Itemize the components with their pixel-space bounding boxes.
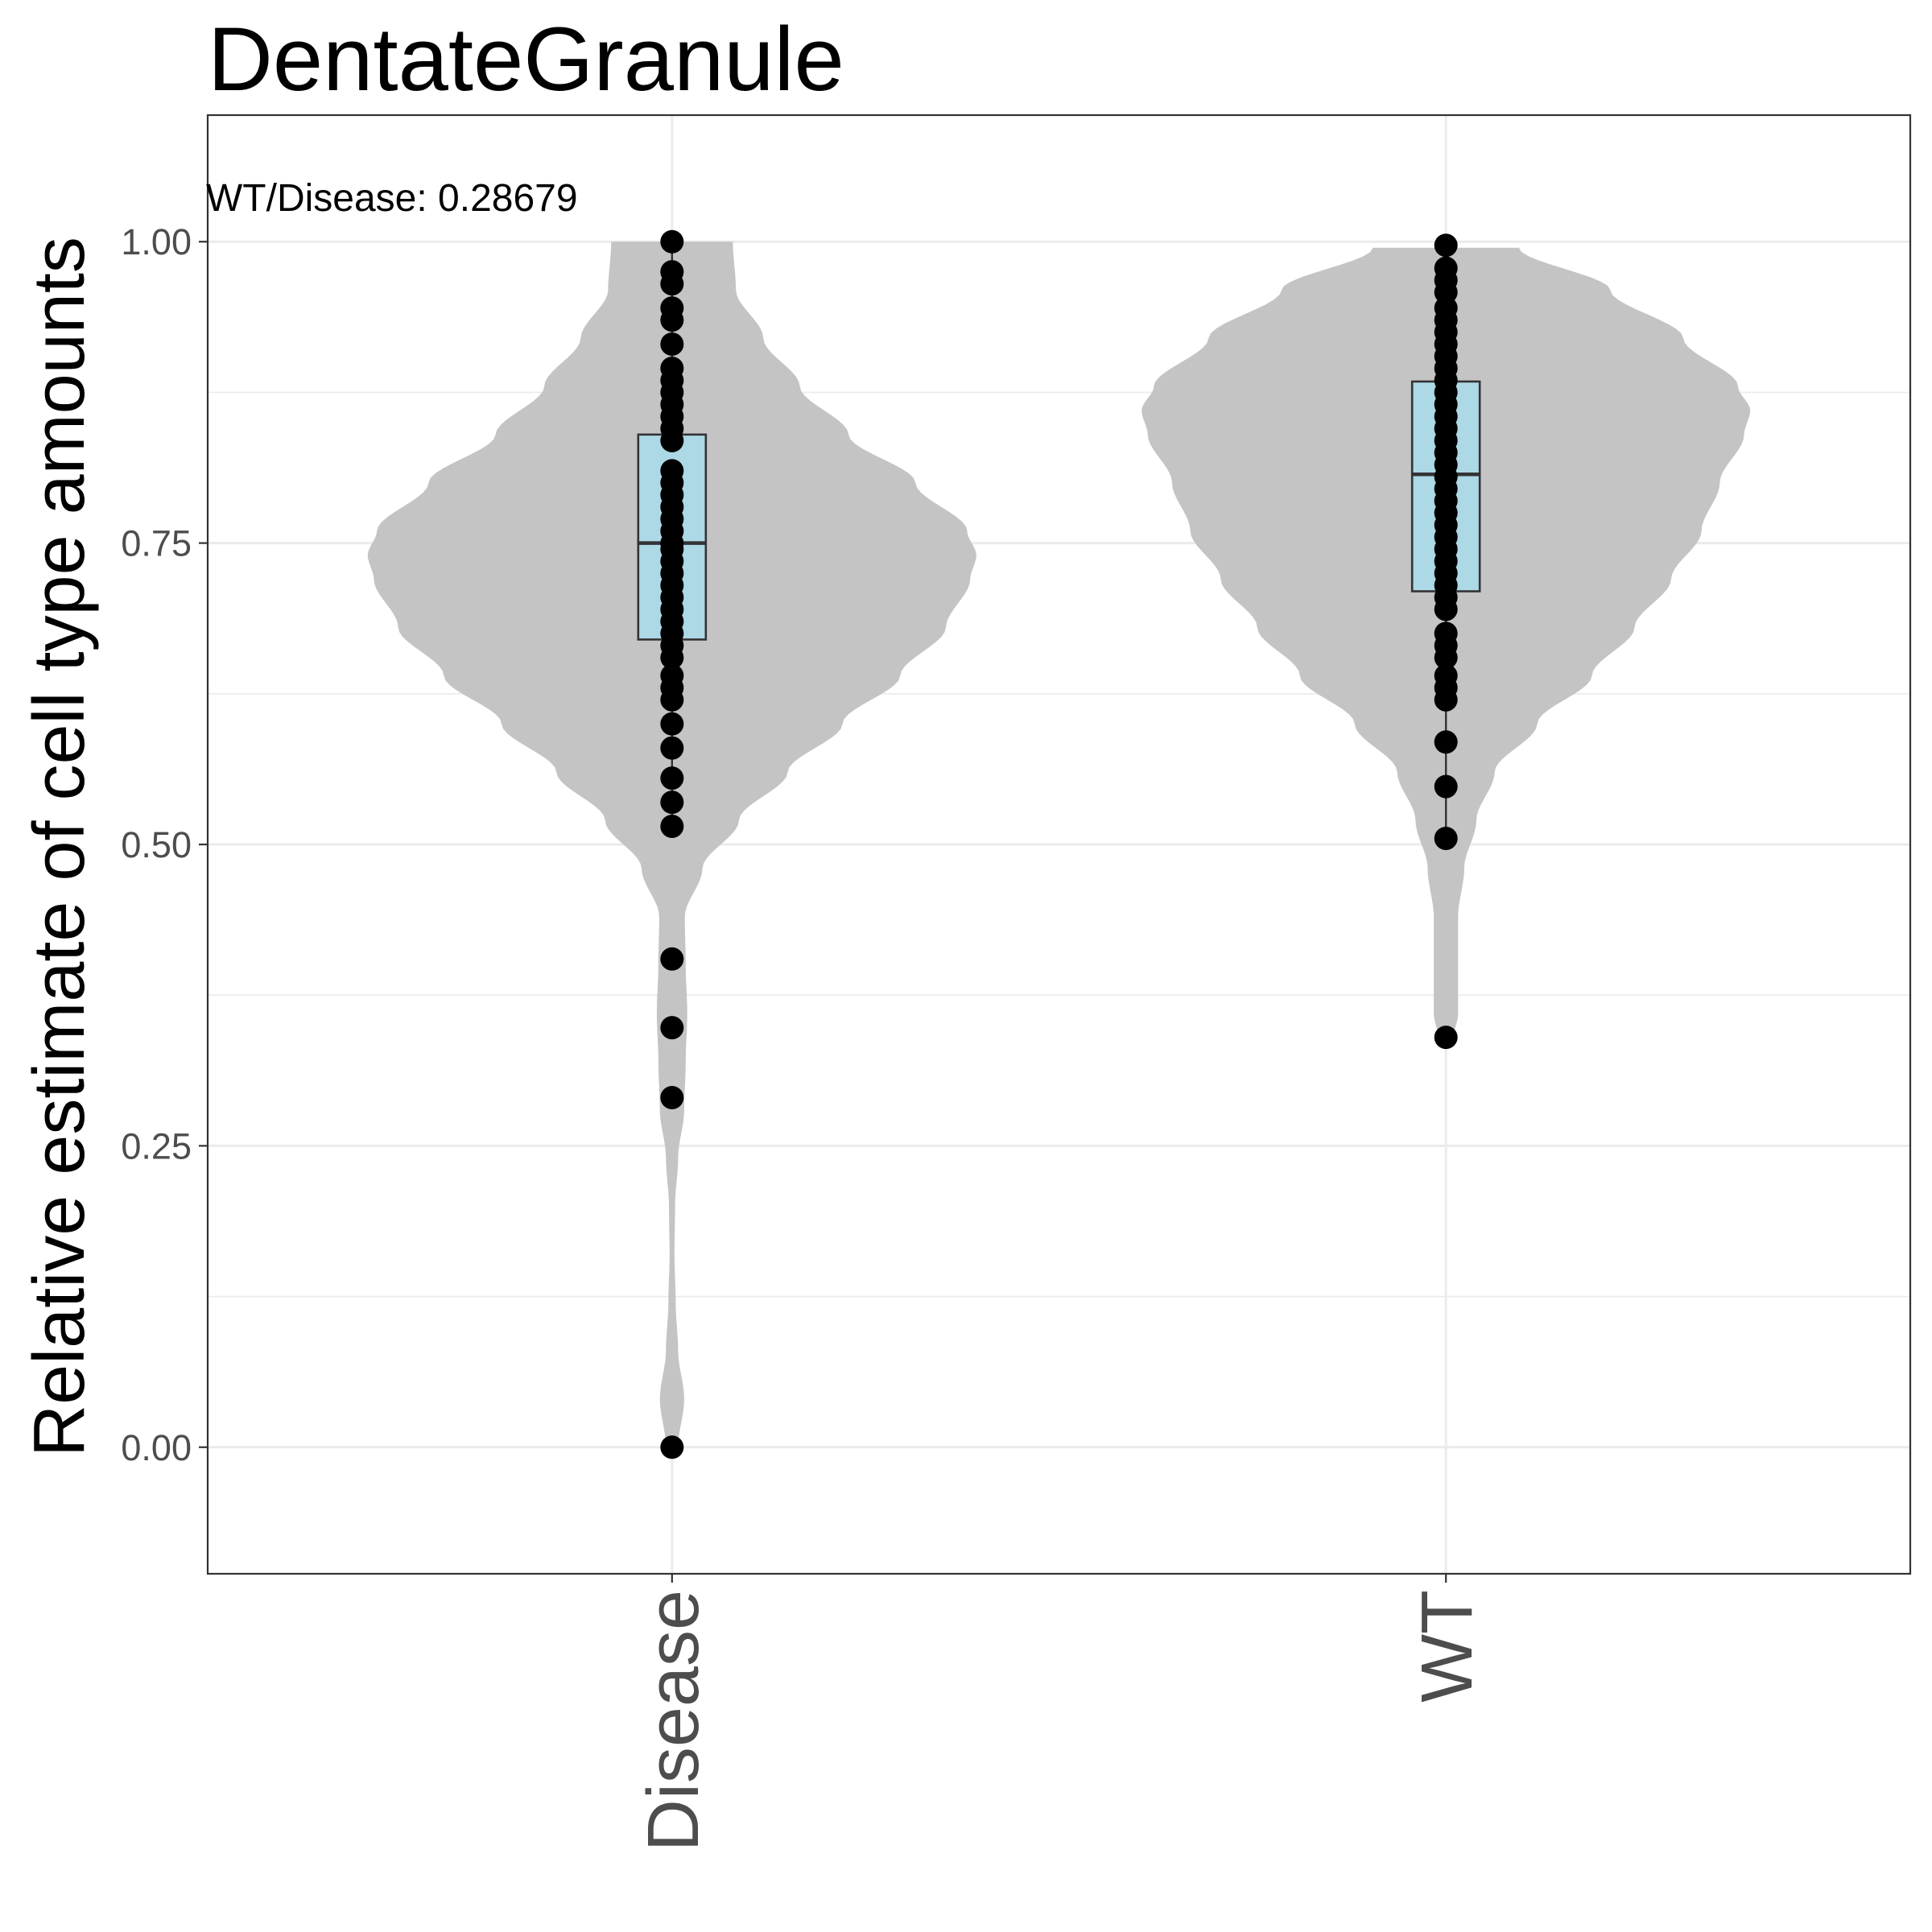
- x-tick-label: WT: [1407, 1590, 1488, 1703]
- data-point: [660, 428, 684, 452]
- data-point: [660, 1435, 684, 1459]
- data-point: [660, 1085, 684, 1109]
- data-point: [1434, 233, 1458, 258]
- y-tick-label: 0.25: [121, 1125, 192, 1166]
- data-point: [660, 791, 684, 815]
- point-layer: [660, 229, 1458, 1459]
- axis-layer: 0.00 0.25 0.50 0.75 1.00 Disease WT: [121, 221, 1488, 1852]
- data-point: [660, 766, 684, 791]
- data-point: [1434, 774, 1458, 799]
- data-point: [1434, 687, 1458, 712]
- y-tick-label: 1.00: [121, 221, 192, 262]
- data-point: [660, 712, 684, 736]
- data-point: [1434, 1026, 1458, 1050]
- data-point: [1434, 730, 1458, 754]
- data-point: [660, 646, 684, 670]
- data-point: [660, 332, 684, 357]
- data-point: [660, 687, 684, 712]
- y-tick-label: 0.00: [121, 1427, 192, 1468]
- data-point: [660, 947, 684, 971]
- y-axis-label: Relative estimate of cell type amounts: [19, 237, 100, 1457]
- data-point: [660, 308, 684, 332]
- data-point: [660, 736, 684, 760]
- data-point: [660, 1016, 684, 1040]
- data-point: [1434, 646, 1458, 670]
- data-point: [1434, 827, 1458, 851]
- y-tick-label: 0.75: [121, 523, 192, 564]
- data-point: [1434, 597, 1458, 621]
- data-point: [660, 229, 684, 254]
- y-tick-label: 0.50: [121, 824, 192, 865]
- x-tick-label: Disease: [634, 1590, 714, 1852]
- violin-disease: [367, 242, 976, 1447]
- ratio-annotation: WT/Disease: 0.28679: [206, 177, 578, 220]
- data-point: [660, 815, 684, 839]
- data-point: [660, 272, 684, 296]
- chart-title: DentateGranule: [208, 9, 844, 109]
